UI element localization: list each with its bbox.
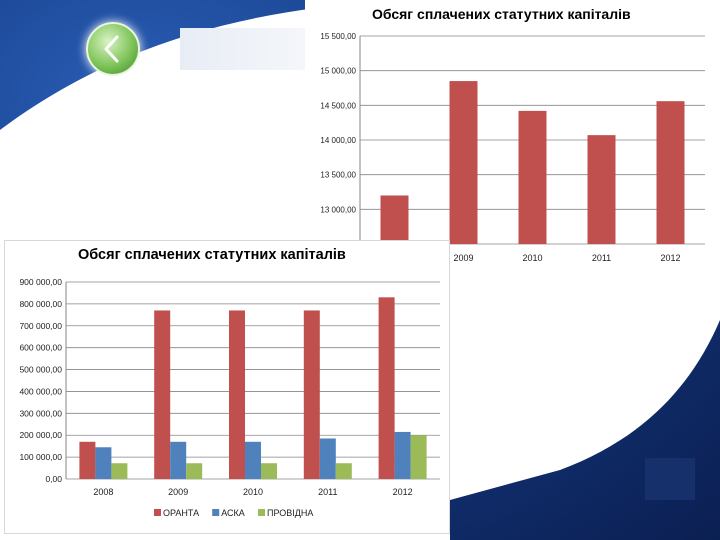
x-tick-label: 2011 (592, 253, 611, 263)
y-tick-label: 13 000,00 (320, 205, 356, 214)
y-tick-label: 400 000,00 (19, 386, 62, 396)
chart2-card (4, 240, 450, 534)
legend-label: ПРОВІДНА (267, 508, 313, 518)
back-button[interactable] (86, 22, 140, 76)
bar (245, 441, 261, 479)
bar (303, 310, 320, 479)
y-tick-label: 100 000,00 (19, 452, 62, 462)
x-tick-label: 2011 (318, 487, 337, 497)
bar (378, 297, 395, 479)
y-tick-label: 600 000,00 (19, 343, 62, 353)
y-tick-label: 300 000,00 (19, 408, 62, 418)
bar (186, 463, 203, 479)
y-tick-label: 14 500,00 (320, 101, 356, 110)
y-tick-label: 13 500,00 (320, 171, 356, 180)
bar (170, 441, 187, 479)
y-tick-label: 500 000,00 (19, 365, 62, 375)
bar (394, 431, 411, 479)
legend-label: ОРАНТА (163, 508, 199, 518)
y-tick-label: 14 000,00 (320, 136, 356, 145)
bar (229, 310, 245, 479)
y-tick-label: 900 000,00 (19, 277, 62, 287)
y-tick-label: 0,00 (45, 474, 62, 484)
y-tick-label: 200 000,00 (19, 430, 62, 440)
y-tick-label: 700 000,00 (19, 321, 62, 331)
legend-label: АСКА (221, 508, 245, 518)
header-banner (180, 28, 305, 70)
bar (656, 101, 685, 244)
chart2-title: Обсяг сплачених статутних капіталів (78, 247, 346, 263)
y-tick-label: 15 500,00 (320, 32, 356, 41)
x-tick-label: 2009 (453, 253, 473, 263)
bar (79, 441, 96, 479)
legend-swatch (258, 509, 265, 516)
bar (335, 463, 352, 479)
bar (410, 435, 427, 479)
background-accent (645, 458, 695, 500)
chevron-left-icon (104, 35, 119, 63)
bar (449, 81, 478, 244)
bar (587, 135, 616, 244)
bar (380, 195, 409, 244)
bar (95, 447, 112, 479)
bar (111, 463, 128, 479)
bar (261, 463, 277, 479)
x-tick-label: 2010 (522, 253, 542, 263)
y-tick-label: 800 000,00 (19, 299, 62, 309)
x-tick-label: 2012 (660, 253, 680, 263)
chart1-card (305, 0, 720, 272)
x-tick-label: 2008 (93, 487, 113, 497)
legend-swatch (154, 509, 161, 516)
chart2-plot: 0,00 100 000,00 200 000,00 300 000,00 400 00… (19, 277, 440, 518)
bar (518, 110, 547, 244)
bar (154, 310, 171, 479)
x-tick-label: 2009 (168, 487, 188, 497)
bar (319, 438, 336, 479)
y-tick-label: 15 000,00 (320, 67, 356, 76)
legend-swatch (212, 509, 220, 516)
x-tick-label: 2012 (393, 487, 413, 497)
x-tick-label: 2010 (243, 487, 263, 497)
chart1-title: Обсяг сплачених статутних капіталів (372, 6, 631, 22)
